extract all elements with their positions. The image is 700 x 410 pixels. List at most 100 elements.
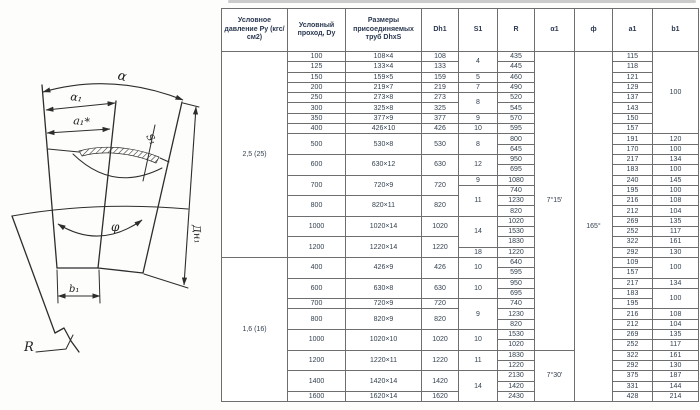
table-cell: 195 <box>612 184 653 197</box>
table-row: 11 740 195 100 <box>222 184 699 217</box>
table-cell: 1200 <box>287 349 346 372</box>
table-cell: 115 <box>612 50 653 63</box>
table-cell: 530×8 <box>345 133 422 155</box>
table-cell: 1020 <box>421 215 459 238</box>
table-row: 200 219×7 219 7 490 129 <box>222 81 699 94</box>
table-cell: 325×8 <box>345 102 422 114</box>
table-cell: 145 <box>652 174 699 186</box>
table-cell: 1830 <box>497 236 535 248</box>
table-cell: 2130 <box>497 370 535 382</box>
table-cell: 252 <box>612 339 653 351</box>
table-cell: 14 <box>458 370 498 403</box>
table-cell: 9 <box>458 112 498 125</box>
table-cell: 400 <box>287 123 346 135</box>
table-cell: 1220 <box>421 349 459 372</box>
table-cell: 1230 <box>497 308 535 320</box>
table-cell: 104 <box>652 205 699 217</box>
table-cell: 133×4 <box>345 61 422 73</box>
column-header-3: Dh1 <box>421 8 459 52</box>
table-cell: 800 <box>287 195 346 217</box>
table-cell: 1020 <box>497 339 535 351</box>
table-cell: 150 <box>612 112 653 125</box>
column-header-8: a1 <box>612 8 653 52</box>
table-cell: 800 <box>497 133 535 145</box>
column-header-7: ф <box>574 8 613 52</box>
table-cell: 216 <box>612 195 653 207</box>
table-cell: 322 <box>612 349 653 361</box>
table-cell: 10 <box>458 329 498 351</box>
table-cell: 630×8 <box>345 277 422 300</box>
table-row: 1200 1220×11 1220 11 1830 7°30' 322 161 <box>222 349 699 403</box>
table-cell: 100 <box>652 256 699 279</box>
table-cell: 1020×10 <box>345 329 422 351</box>
table-cell: 269 <box>612 329 653 341</box>
table-cell: 820 <box>497 318 535 331</box>
table-cell: 120 <box>652 133 699 145</box>
table-cell: 108 <box>421 50 459 63</box>
table-row: 700 720×9 720 9 1080 240 145 <box>222 174 699 197</box>
table-cell: 159×5 <box>345 71 422 83</box>
table-cell: 170 <box>612 143 653 155</box>
table-cell: 9 <box>458 174 498 186</box>
table-row: 125 133×4 133 445 118 <box>222 61 699 73</box>
table-cell: 159 <box>421 71 459 83</box>
table-cell: 14 <box>458 215 498 248</box>
header-row: Условное давление Ру (кгс/см2) Условный п… <box>221 8 699 52</box>
scan-artifact <box>228 0 696 3</box>
table-cell: 4 <box>458 51 498 73</box>
table-cell: 1000 <box>287 329 346 351</box>
table-cell: 820 <box>421 308 459 331</box>
table-cell: 121 <box>612 71 653 83</box>
table-cell: 7°15' <box>534 51 575 351</box>
table-row: 250 273×8 273 8 520 137 <box>222 92 699 114</box>
table-cell: 630×12 <box>345 153 422 176</box>
table-cell: 7°30' <box>534 349 575 403</box>
table-cell: 1,6 (16) <box>221 256 288 403</box>
table-cell: 1220×11 <box>345 349 422 372</box>
table-cell: 720 <box>421 298 459 310</box>
table-cell: 212 <box>612 205 653 217</box>
table-cell: 130 <box>652 246 699 258</box>
table-cell: 134 <box>652 153 699 166</box>
table-cell: 212 <box>612 318 653 331</box>
table-cell: 1620×14 <box>345 390 422 403</box>
table-cell: 100 <box>652 50 699 135</box>
label-s1: S₁ <box>143 132 158 147</box>
table-cell: 18 <box>458 246 498 258</box>
table-row: 2,5 (25) 100 108×4 108 4 435 7°15' 165° 115 100 <box>221 50 699 403</box>
table-row: 600 630×8 630 10 950 217 134 <box>222 277 699 300</box>
table-cell: 150 <box>287 71 346 83</box>
table-cell: 740 <box>497 298 535 310</box>
table-cell: 695 <box>497 164 535 176</box>
table-cell: 12 <box>458 153 498 176</box>
table-cell: 133 <box>421 61 459 73</box>
label-r: R <box>23 340 34 355</box>
table-cell: 191 <box>612 133 653 145</box>
table-cell: 820×11 <box>345 195 422 217</box>
table-cell: 135 <box>652 329 699 341</box>
table-cell: 8 <box>458 92 498 114</box>
table-cell: 10 <box>458 123 498 135</box>
table-cell: 183 <box>612 164 653 176</box>
table-row: 150 159×5 159 5 460 121 <box>222 71 699 83</box>
table-cell: 300 <box>287 102 346 114</box>
table-cell: 108 <box>652 195 699 207</box>
table-cell: 720×9 <box>345 298 422 310</box>
table-cell: 595 <box>497 123 535 135</box>
table-cell: 183 <box>612 287 653 300</box>
table-cell: 1020 <box>421 329 459 351</box>
table-cell: 435 <box>497 50 535 63</box>
table-cell: 570 <box>497 112 535 125</box>
table-cell: 269 <box>612 215 653 228</box>
table-cell: 292 <box>612 359 653 372</box>
table-cell: 129 <box>612 81 653 94</box>
table-cell: 2,5 (25) <box>221 51 288 258</box>
table-cell: 117 <box>652 339 699 351</box>
table-cell: 820×9 <box>345 308 422 331</box>
label-alpha: α <box>116 68 128 85</box>
table-row: 350 377×9 377 9 570 150 <box>222 112 699 125</box>
table-cell: 1220 <box>497 246 535 258</box>
table-cell: 100 <box>652 184 699 197</box>
table-row: 500 530×8 530 8 800 191 120 <box>222 133 699 155</box>
table-cell: 292 <box>612 246 653 258</box>
